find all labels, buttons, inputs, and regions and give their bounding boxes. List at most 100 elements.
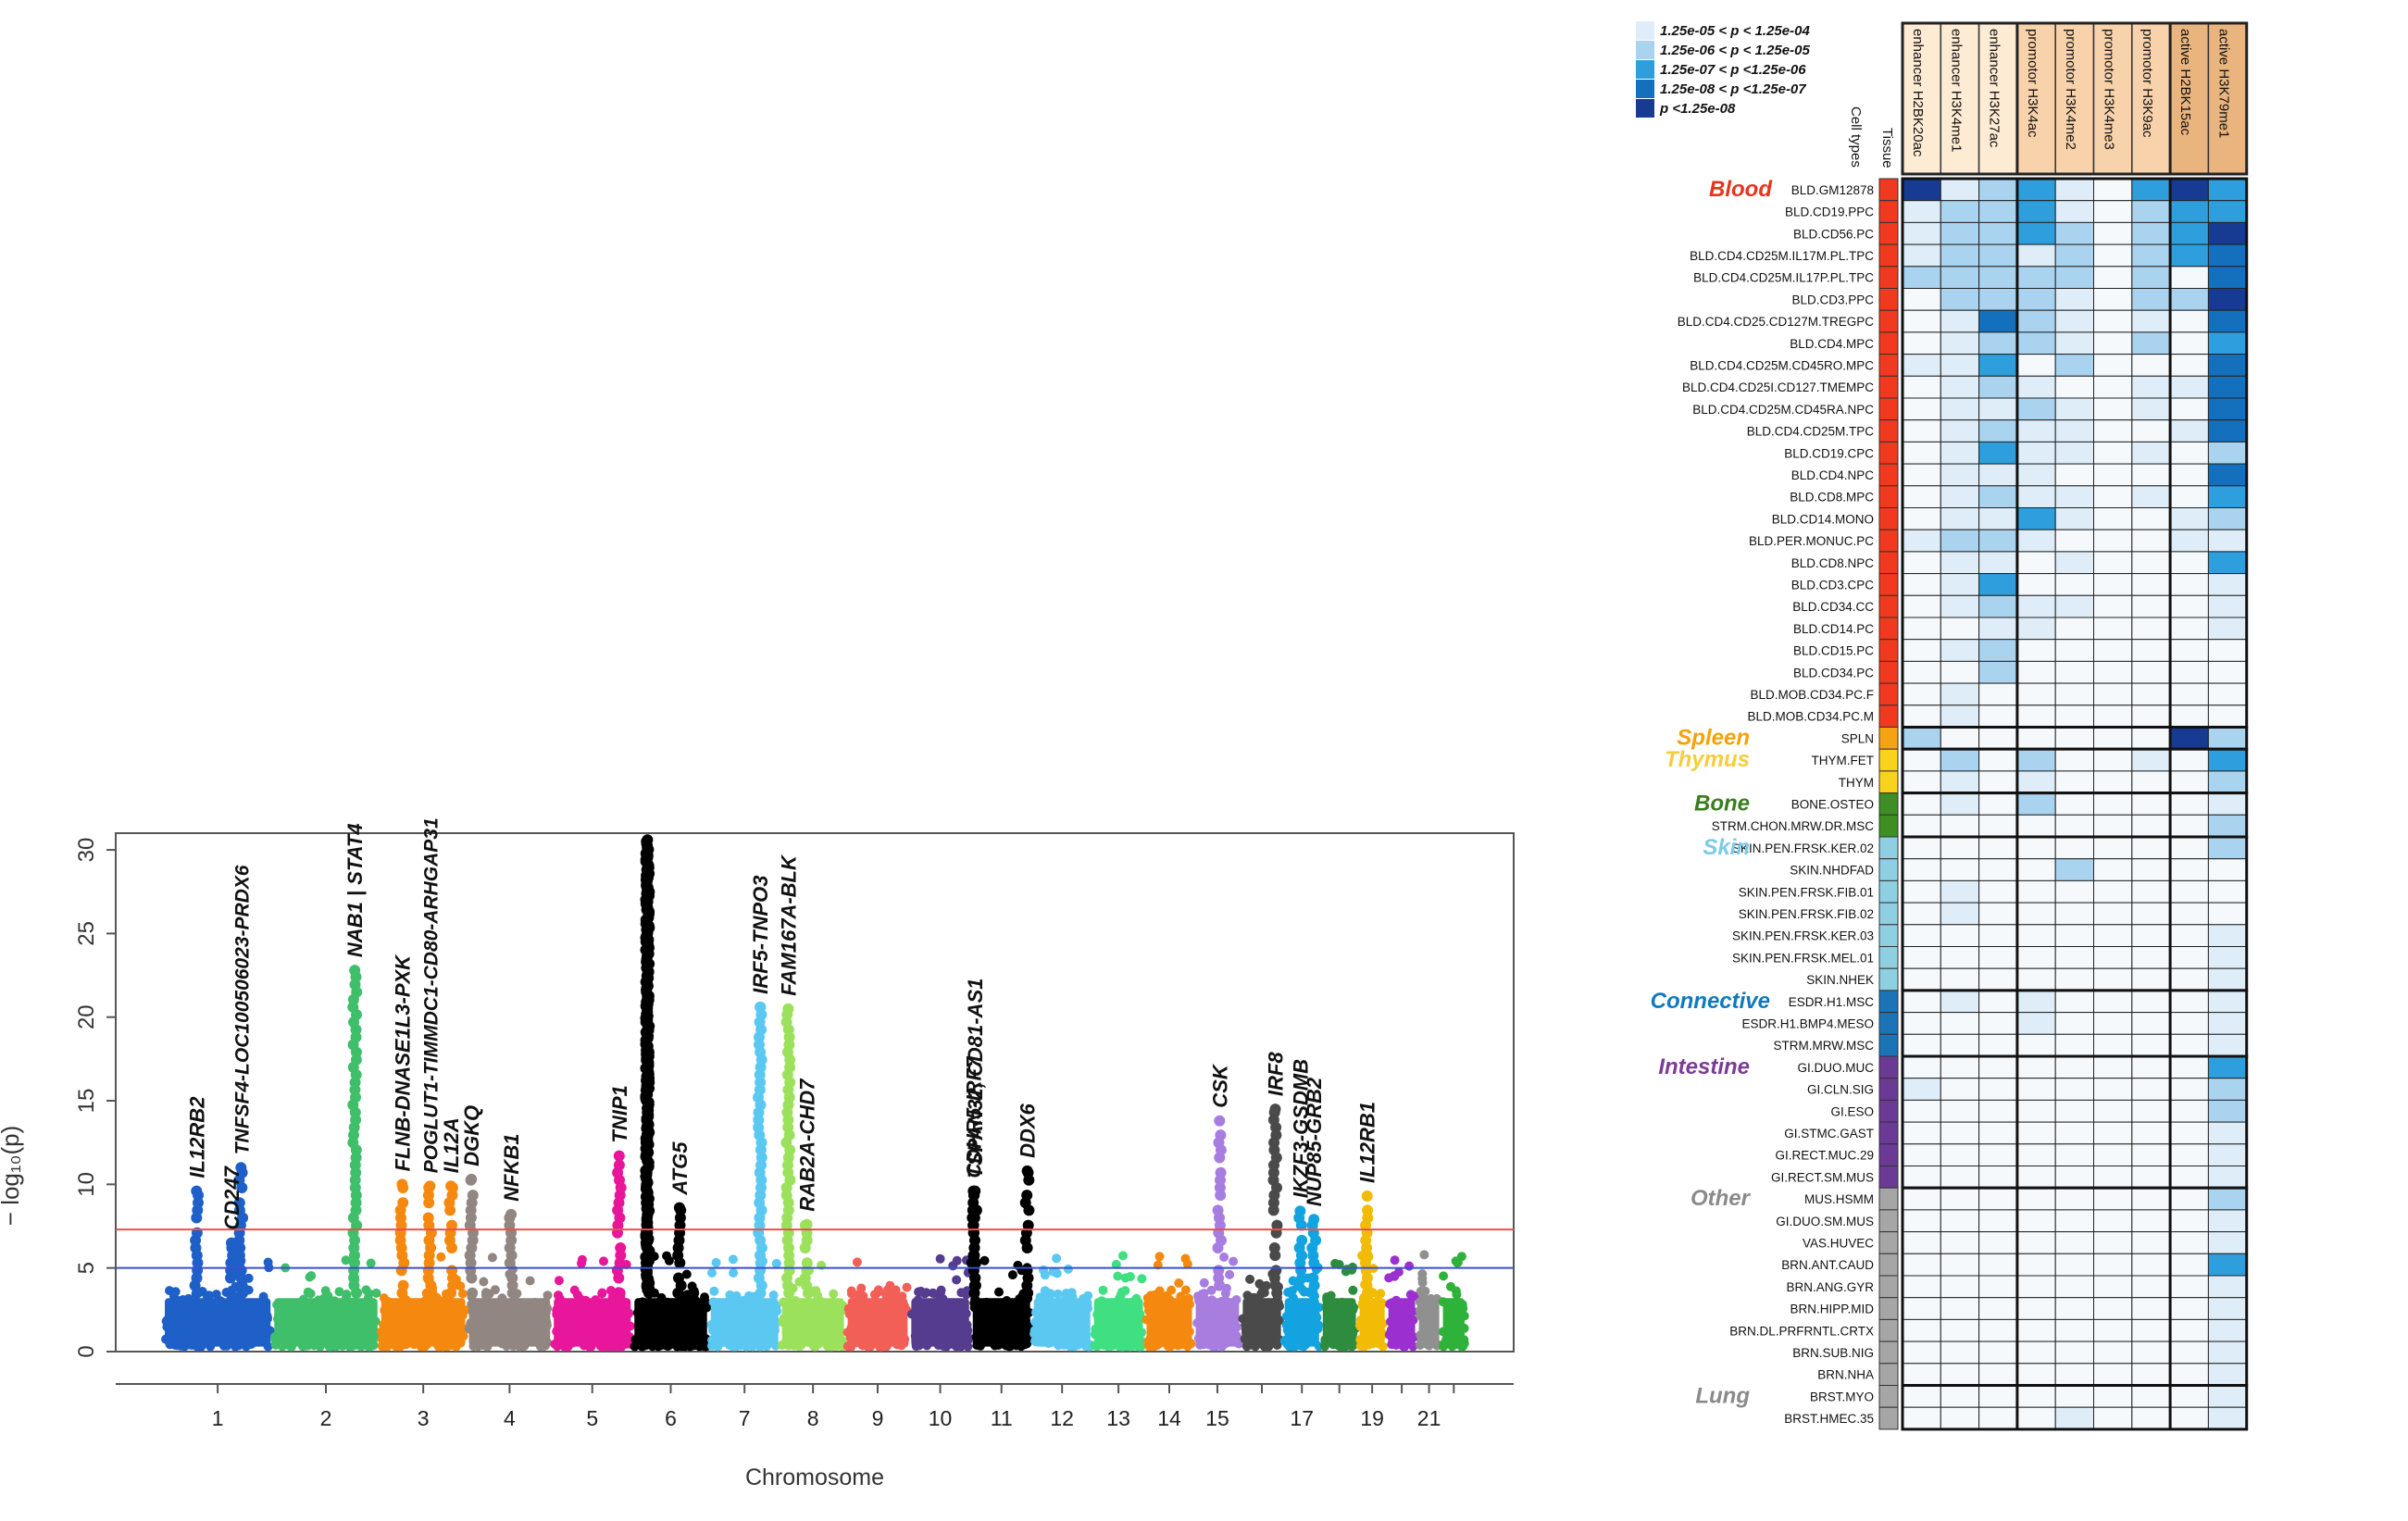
tissue-color-cell bbox=[1878, 221, 1899, 245]
heatmap-cell bbox=[2016, 200, 2056, 223]
heatmap-cell bbox=[1940, 617, 1980, 641]
peak-point bbox=[506, 1272, 518, 1284]
locus-label: TNFSF4-LOC100506023-PRDX6 bbox=[231, 865, 253, 1154]
chromosome-label: 2 bbox=[320, 1406, 332, 1430]
heatmap-cell bbox=[2131, 792, 2171, 816]
heatmap-cell bbox=[1940, 485, 1980, 508]
peak-top-point bbox=[969, 1185, 981, 1197]
heatmap-cell bbox=[1978, 792, 2018, 816]
cell-type-label: BLD.CD8.MPC bbox=[1790, 491, 1874, 505]
heatmap-cell bbox=[1940, 1143, 1980, 1167]
snp-point bbox=[170, 1287, 181, 1297]
heatmap-cell bbox=[2169, 748, 2209, 772]
cell-type-label: BLD.PER.MONUC.PC bbox=[1749, 534, 1874, 548]
chromosome-label: 17 bbox=[1290, 1406, 1314, 1430]
heatmap-cell bbox=[2093, 331, 2133, 355]
heatmap-cell bbox=[2016, 419, 2056, 443]
heatmap-cell bbox=[2093, 748, 2133, 772]
heatmap-cell bbox=[1902, 1033, 1941, 1057]
locus-label: DDX6 bbox=[1017, 1103, 1040, 1157]
heatmap-cell bbox=[1978, 441, 2018, 465]
peak-top-point bbox=[424, 1180, 436, 1192]
heatmap-cell bbox=[2169, 573, 2209, 596]
heatmap-cell bbox=[1940, 463, 1980, 487]
heatmap-cell bbox=[1978, 1166, 2018, 1189]
heatmap-cell bbox=[2093, 309, 2133, 333]
heatmap-cell bbox=[1978, 594, 2018, 618]
heatmap-cell bbox=[2016, 178, 2056, 202]
heatmap-cell bbox=[1978, 1187, 2018, 1211]
snp-point bbox=[852, 1257, 862, 1267]
heatmap-cell bbox=[2093, 1033, 2133, 1057]
tissue-color-cell bbox=[1878, 200, 1899, 223]
heatmap-cell bbox=[2016, 639, 2056, 662]
heatmap-cell bbox=[2054, 1318, 2094, 1342]
heatmap-cell bbox=[2207, 1033, 2248, 1057]
heatmap-cell bbox=[1902, 617, 1941, 641]
heatmap-cell bbox=[2054, 924, 2094, 947]
chromosome-label: 8 bbox=[807, 1406, 819, 1430]
peak-top-point bbox=[191, 1185, 203, 1197]
snp-band bbox=[1418, 1298, 1440, 1347]
heatmap-cell bbox=[2093, 1187, 2133, 1211]
snp-point bbox=[935, 1253, 945, 1264]
heatmap-cell bbox=[1940, 1363, 1980, 1387]
snp-band bbox=[554, 1298, 631, 1347]
heatmap-cell bbox=[2093, 946, 2133, 969]
heatmap-cell bbox=[1978, 617, 2018, 641]
heatmap-cell bbox=[2169, 770, 2209, 794]
heatmap-cell bbox=[2131, 1363, 2171, 1387]
snp-point bbox=[885, 1280, 895, 1290]
peak-top-point bbox=[235, 1162, 247, 1174]
heatmap-cell bbox=[2131, 704, 2171, 728]
heatmap-cell bbox=[1940, 419, 1980, 443]
legend-swatch bbox=[1636, 60, 1654, 79]
heatmap-cell bbox=[1902, 507, 1941, 530]
peak-point bbox=[394, 1234, 406, 1246]
snp-point bbox=[334, 1287, 344, 1297]
locus-label: CD247 bbox=[220, 1165, 243, 1229]
snp-point bbox=[1384, 1273, 1394, 1283]
snp-band bbox=[274, 1298, 378, 1347]
cell-type-label: GI.RECT.SM.MUS bbox=[1771, 1170, 1874, 1184]
snp-point bbox=[771, 1258, 781, 1268]
column-header-cell bbox=[2169, 22, 2210, 175]
peak-top-point bbox=[1294, 1205, 1306, 1217]
heatmap-cell bbox=[1978, 485, 2018, 508]
snp-point bbox=[707, 1268, 717, 1278]
column-header-label: enhancer H2BK20ac bbox=[1910, 29, 1926, 157]
heatmap-cell bbox=[1940, 1253, 1980, 1277]
heatmap-cell bbox=[2131, 924, 2171, 947]
tissue-color-cell bbox=[1878, 902, 1899, 926]
heatmap-cell bbox=[1940, 682, 1980, 706]
heatmap-cell bbox=[2016, 660, 2056, 684]
snp-point bbox=[1052, 1253, 1062, 1264]
tissue-color-cell bbox=[1878, 858, 1899, 881]
cell-type-label: BLD.CD19.PPC bbox=[1785, 206, 1874, 219]
heatmap-cell bbox=[2093, 639, 2133, 662]
snp-point bbox=[1199, 1278, 1209, 1288]
heatmap-cell bbox=[2169, 463, 2209, 487]
heatmap-cell bbox=[2169, 1318, 2209, 1342]
snp-band bbox=[1442, 1298, 1465, 1347]
snp-point bbox=[361, 1285, 371, 1295]
heatmap-cell bbox=[1902, 1406, 1941, 1430]
heatmap-cell bbox=[1940, 1012, 1980, 1035]
heatmap-cell bbox=[2169, 309, 2209, 333]
heatmap-cell bbox=[2207, 573, 2248, 596]
heatmap-cell bbox=[2054, 946, 2094, 969]
heatmap-cell bbox=[2131, 1253, 2171, 1277]
snp-point bbox=[1137, 1274, 1147, 1284]
heatmap-cell bbox=[1940, 924, 1980, 947]
heatmap-cell bbox=[2207, 419, 2248, 443]
cell-type-label: BLD.CD34.PC bbox=[1793, 666, 1874, 679]
snp-band bbox=[165, 1298, 271, 1347]
heatmap-cell bbox=[2131, 879, 2171, 904]
snp-band bbox=[381, 1298, 466, 1347]
tissue-color-cell bbox=[1878, 1209, 1899, 1233]
heatmap-cell bbox=[2131, 485, 2171, 508]
heatmap-cell bbox=[1902, 551, 1941, 575]
heatmap-cell bbox=[2054, 617, 2094, 641]
heatmap-cell bbox=[1978, 1253, 2018, 1277]
